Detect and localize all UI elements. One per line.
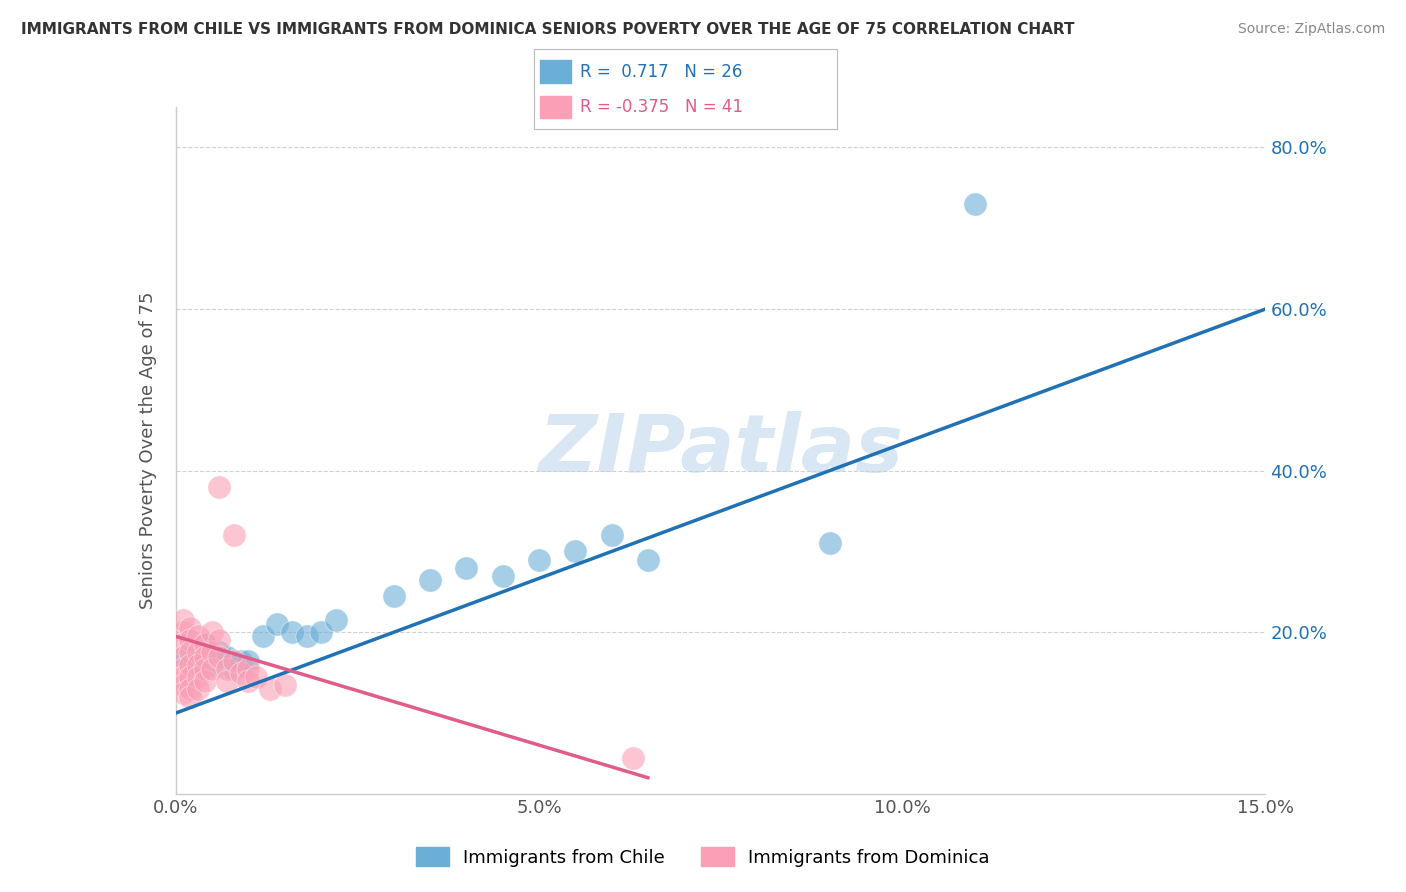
- Point: [266, 617, 288, 632]
- Text: R = -0.375   N = 41: R = -0.375 N = 41: [579, 98, 742, 116]
- Point: [172, 686, 194, 700]
- Point: [309, 625, 332, 640]
- Point: [245, 670, 267, 684]
- Point: [179, 681, 201, 696]
- Point: [179, 645, 201, 659]
- Point: [172, 649, 194, 664]
- Point: [186, 662, 209, 676]
- Point: [201, 657, 224, 672]
- Point: [492, 568, 515, 582]
- Y-axis label: Seniors Poverty Over the Age of 75: Seniors Poverty Over the Age of 75: [139, 292, 157, 609]
- Point: [194, 662, 217, 676]
- Point: [186, 657, 209, 672]
- Point: [172, 662, 194, 676]
- Point: [172, 637, 194, 651]
- Text: Source: ZipAtlas.com: Source: ZipAtlas.com: [1237, 22, 1385, 37]
- Bar: [540, 61, 571, 83]
- Text: ZIPatlas: ZIPatlas: [538, 411, 903, 490]
- Point: [194, 637, 217, 651]
- Point: [201, 662, 224, 676]
- Point: [179, 621, 201, 635]
- Point: [208, 633, 231, 648]
- Point: [818, 536, 841, 550]
- Legend: Immigrants from Chile, Immigrants from Dominica: Immigrants from Chile, Immigrants from D…: [409, 840, 997, 874]
- Point: [179, 657, 201, 672]
- Point: [222, 662, 245, 676]
- Point: [527, 552, 550, 566]
- Point: [456, 560, 478, 574]
- Point: [600, 528, 623, 542]
- Point: [238, 673, 260, 688]
- Point: [201, 625, 224, 640]
- Point: [208, 649, 231, 664]
- Point: [172, 613, 194, 627]
- Point: [222, 528, 245, 542]
- Point: [238, 654, 260, 668]
- Point: [274, 678, 297, 692]
- Point: [179, 654, 201, 668]
- Point: [179, 670, 201, 684]
- Point: [186, 681, 209, 696]
- Point: [222, 654, 245, 668]
- Point: [194, 649, 217, 664]
- Bar: [540, 95, 571, 118]
- Point: [295, 629, 318, 643]
- Text: IMMIGRANTS FROM CHILE VS IMMIGRANTS FROM DOMINICA SENIORS POVERTY OVER THE AGE O: IMMIGRANTS FROM CHILE VS IMMIGRANTS FROM…: [21, 22, 1074, 37]
- Point: [194, 637, 217, 651]
- Point: [172, 678, 194, 692]
- Point: [238, 662, 260, 676]
- Point: [179, 633, 201, 648]
- Point: [281, 625, 304, 640]
- Point: [172, 625, 194, 640]
- Point: [208, 645, 231, 659]
- Point: [186, 645, 209, 659]
- Point: [208, 480, 231, 494]
- Point: [259, 681, 281, 696]
- Point: [186, 629, 209, 643]
- Point: [231, 665, 253, 680]
- Point: [179, 690, 201, 704]
- Point: [252, 629, 274, 643]
- Point: [186, 670, 209, 684]
- Point: [215, 649, 238, 664]
- Point: [172, 649, 194, 664]
- Point: [194, 673, 217, 688]
- Point: [419, 573, 441, 587]
- Point: [215, 673, 238, 688]
- Point: [621, 750, 644, 764]
- Point: [172, 670, 194, 684]
- Point: [215, 662, 238, 676]
- Text: R =  0.717   N = 26: R = 0.717 N = 26: [579, 62, 742, 80]
- Point: [564, 544, 586, 558]
- Point: [382, 589, 405, 603]
- Point: [637, 552, 659, 566]
- Point: [201, 645, 224, 659]
- Point: [325, 613, 347, 627]
- Point: [231, 654, 253, 668]
- Point: [963, 197, 986, 211]
